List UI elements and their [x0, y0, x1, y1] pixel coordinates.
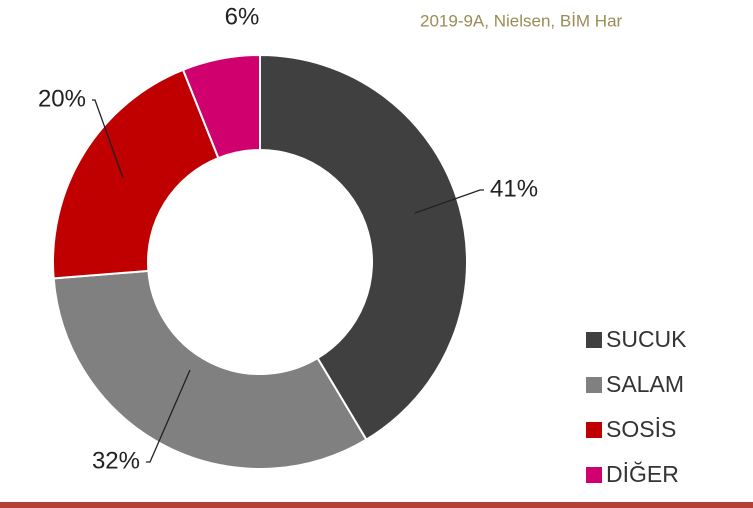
data-label: 32%	[92, 447, 140, 474]
chart-subtitle: 2019-9A, Nielsen, BİM Har	[420, 11, 623, 30]
leader-line	[92, 99, 124, 179]
bottom-bar	[0, 502, 753, 508]
legend-label: SOSİS	[606, 416, 676, 442]
legend-swatch	[586, 332, 602, 348]
donut-slice	[181, 53, 261, 160]
legend-label: SUCUK	[606, 326, 687, 352]
legend-label: DİĞER	[606, 461, 679, 487]
legend-swatch	[586, 422, 602, 438]
legend-label: SALAM	[606, 371, 684, 397]
legend-swatch	[586, 467, 602, 483]
donut-slice	[259, 53, 468, 441]
donut-slice	[52, 68, 220, 280]
donut-slice	[52, 269, 368, 470]
legend-swatch	[586, 377, 602, 393]
data-label: 20%	[38, 85, 86, 112]
data-label: 6%	[225, 3, 260, 30]
leader-line	[146, 369, 191, 463]
leader-line	[414, 189, 484, 214]
data-label: 41%	[490, 175, 538, 202]
